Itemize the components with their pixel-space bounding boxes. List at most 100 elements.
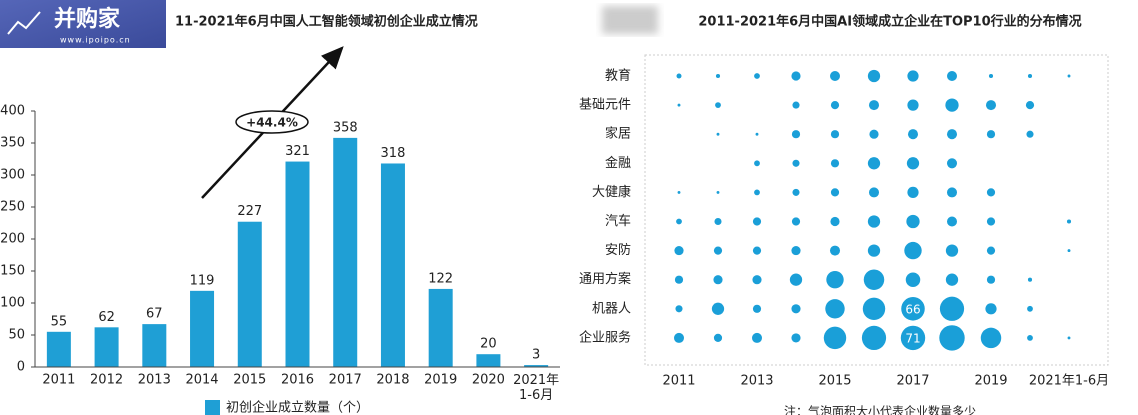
- data-label: 119: [190, 273, 215, 288]
- bubble: [861, 325, 887, 351]
- bubble: [986, 217, 996, 226]
- bubble: [939, 296, 965, 321]
- x-tick-label: 2019: [974, 374, 1007, 389]
- bubble: [715, 102, 721, 108]
- y-tick-label: 150: [0, 264, 25, 279]
- data-label: 66: [905, 302, 920, 316]
- bubble: [791, 304, 801, 314]
- bubble: [791, 217, 801, 226]
- logo-url: www.ipoipo.cn: [60, 36, 131, 45]
- data-label: 358: [333, 120, 358, 135]
- bubble: [751, 332, 763, 343]
- bubble: [1067, 74, 1071, 78]
- bubble: [863, 269, 885, 290]
- data-label: 55: [51, 314, 68, 329]
- bubble: [713, 333, 723, 342]
- x-tick-label: 2012: [90, 373, 123, 388]
- logo-icon: [7, 11, 41, 35]
- bubble: [823, 326, 847, 350]
- bubble: [1026, 130, 1034, 138]
- blurred-mark: [602, 6, 658, 34]
- y-tick-label: 0: [17, 360, 25, 375]
- chart-title: 2011-2021年6月中国AI领域成立企业在TOP10行业的分布情况: [698, 14, 1081, 30]
- bubble: [791, 71, 801, 81]
- bubble: [986, 275, 996, 284]
- bubble: [867, 157, 881, 170]
- annotation-ellipse: [235, 110, 309, 134]
- bubble: [792, 159, 800, 167]
- bar: [190, 290, 215, 367]
- bubble: [675, 305, 683, 313]
- bar: [142, 324, 167, 367]
- x-tick-label: 2018: [376, 373, 409, 388]
- bubble: [830, 101, 840, 110]
- bubble: [946, 70, 958, 82]
- bubble: [676, 73, 682, 79]
- bubble: [907, 186, 919, 199]
- bubble: [711, 302, 725, 315]
- bubble: [905, 272, 921, 287]
- bubble: [752, 275, 762, 285]
- bar: [380, 163, 405, 367]
- bubble: [752, 217, 762, 226]
- data-label: 321: [285, 144, 310, 159]
- bubble: [986, 246, 996, 255]
- bar: [476, 354, 501, 367]
- bubble: [907, 99, 919, 111]
- annotation: +44.4%: [246, 116, 298, 130]
- bubble: [1067, 336, 1071, 340]
- bubble: [985, 100, 997, 111]
- y-tick-label: 250: [0, 200, 25, 215]
- bubble: [867, 215, 881, 228]
- x-tick-label: 2017: [329, 373, 362, 388]
- x-tick-label: 2011: [662, 374, 695, 389]
- x-tick-label: 2013: [740, 374, 773, 389]
- bubble: [673, 332, 685, 343]
- bubble: [825, 299, 845, 319]
- logo-name: 并购家: [54, 6, 121, 32]
- y-tick-label: 400: [0, 104, 25, 119]
- bubble: [789, 273, 803, 286]
- y-tick-label: 300: [0, 168, 25, 183]
- y-tick-label: 50: [8, 328, 25, 343]
- bubble: [988, 73, 994, 79]
- bubble: [713, 275, 723, 285]
- data-label: 20: [480, 337, 497, 352]
- bubble: [826, 271, 844, 289]
- bubble: [791, 246, 801, 256]
- y-tick-label: 100: [0, 296, 25, 311]
- data-label: 3: [532, 348, 540, 363]
- bubble: [1027, 305, 1033, 312]
- bubble: [869, 129, 879, 139]
- x-tick-label: 2015: [818, 374, 851, 389]
- bubble: [945, 273, 959, 286]
- bar: [94, 327, 119, 367]
- data-label: 122: [428, 271, 453, 286]
- y-tick-label: 家居: [605, 126, 631, 142]
- bubble: [1027, 73, 1033, 79]
- bar: [285, 161, 310, 367]
- bubble: [829, 70, 841, 82]
- bubble: [830, 188, 840, 197]
- y-tick-label: 安防: [605, 242, 631, 258]
- x-tick-label: 2013: [138, 373, 171, 388]
- bubble: [1066, 219, 1072, 224]
- y-tick-label: 基础元件: [579, 98, 631, 113]
- data-label: 318: [381, 146, 406, 161]
- bubble: [676, 218, 682, 225]
- bubble: [868, 100, 880, 111]
- bubble: [792, 188, 800, 196]
- bar: [46, 331, 71, 367]
- bubble: [674, 275, 684, 284]
- bubble: [946, 129, 958, 140]
- bubble: [677, 190, 681, 194]
- bubble: [907, 129, 919, 140]
- bar: [237, 221, 262, 367]
- bubble: [674, 246, 684, 256]
- y-tick-label: 350: [0, 136, 25, 151]
- bubble: [904, 241, 922, 260]
- bubble: [752, 304, 762, 313]
- bubble: [677, 103, 681, 107]
